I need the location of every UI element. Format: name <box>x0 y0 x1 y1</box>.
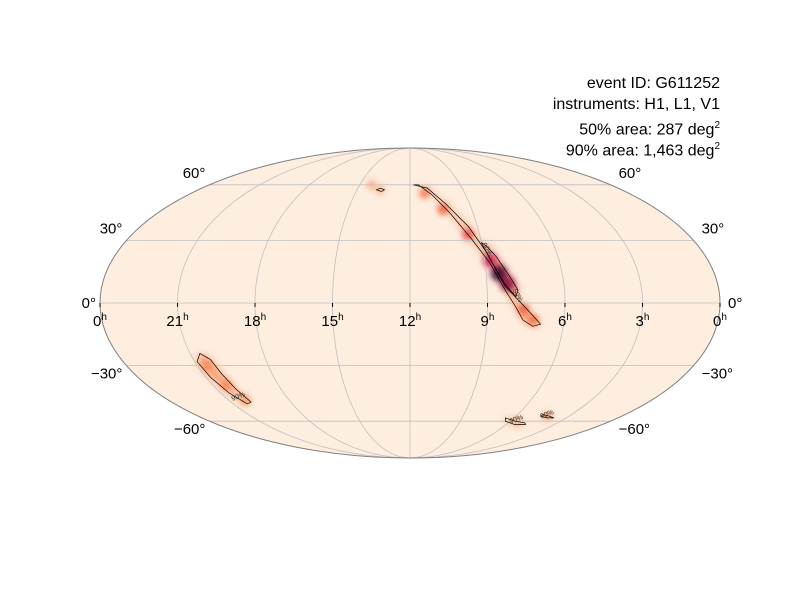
area-50-text: 50% area: 287 deg <box>579 121 715 139</box>
dec-tick-right-0: 60° <box>619 165 642 182</box>
hotspot-10 <box>240 395 250 406</box>
ra-tick-unit-2: h <box>261 312 267 323</box>
dec-tick-left-3: −30° <box>91 366 122 383</box>
contour-90-5 <box>375 187 386 192</box>
probability-hotspots <box>201 180 553 426</box>
hotspot-14 <box>375 185 385 195</box>
ra-tick-unit-6: h <box>566 312 572 323</box>
contour-50-1 <box>480 242 519 298</box>
ra-tick-unit-4: h <box>416 312 422 323</box>
dec-tick-right-3: −30° <box>702 366 733 383</box>
dec-tick-left-0: 60° <box>183 165 206 182</box>
credible-contours <box>196 184 555 425</box>
contour-label-3: 90% <box>509 414 525 425</box>
instruments-label: instruments: H1, L1, V1 <box>552 96 720 113</box>
hotspot-12 <box>543 411 553 421</box>
ra-tick-unit-3: h <box>338 312 344 323</box>
hotspot-9 <box>221 380 232 391</box>
contour-90-4 <box>539 414 555 419</box>
area-50-label: 50% area: 287 deg2 <box>579 115 720 140</box>
ra-tick-unit-8: h <box>721 312 727 323</box>
contour-90-0 <box>413 184 542 327</box>
dec-tick-left-1: 30° <box>100 220 123 237</box>
ra-tick-unit-7: h <box>644 312 650 323</box>
ra-tick-unit-5: h <box>489 312 495 323</box>
hotspot-7 <box>528 314 539 326</box>
hotspot-6 <box>518 303 530 315</box>
area-90-text: 90% area: 1,463 deg <box>565 142 715 160</box>
dec-tick-left-4: −60° <box>174 421 205 438</box>
dec-tick-right-2: 0° <box>728 295 742 312</box>
contour-90-3 <box>504 417 527 425</box>
hotspot-4 <box>437 203 449 215</box>
ra-tick-unit-1: h <box>183 312 189 323</box>
dec-tick-left-2: 0° <box>82 295 96 312</box>
ra-tick-unit-0: h <box>101 312 107 323</box>
contour-label-2: 90% <box>231 391 247 402</box>
area-50-exponent: 2 <box>714 120 720 131</box>
area-90-label: 90% area: 1,463 deg2 <box>566 136 720 161</box>
event-id-label: event ID: G611252 <box>586 75 720 92</box>
dec-tick-right-4: −60° <box>619 421 650 438</box>
ra-tick-label-8: 0h <box>713 312 727 330</box>
hotspot-5 <box>419 188 430 199</box>
dec-tick-right-1: 30° <box>702 220 725 237</box>
contour-90-2 <box>196 352 252 405</box>
area-90-exponent: 2 <box>714 141 720 152</box>
contour-label-4: 90% <box>539 409 555 420</box>
